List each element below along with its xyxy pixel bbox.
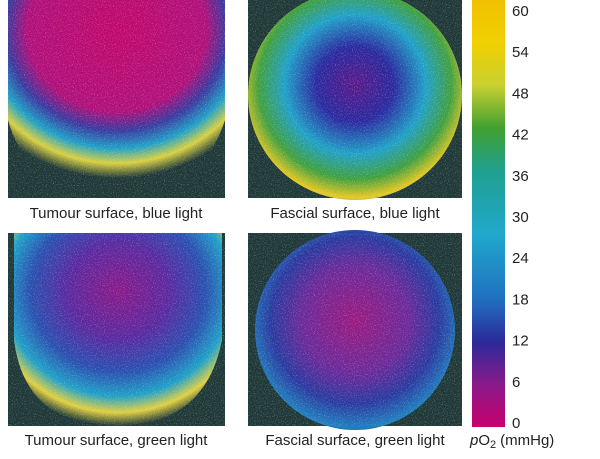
colorbar-tick-label: 12 [512, 333, 529, 350]
colorbar-tick-label: 60 [512, 3, 529, 20]
panel-image [248, 0, 462, 200]
colorbar-tick-label: 36 [512, 168, 529, 185]
colorbar [472, 0, 505, 427]
colorbar-tick-label: 30 [512, 209, 529, 226]
panel-image [8, 0, 225, 198]
colorbar-tick-label: 24 [512, 250, 529, 267]
panel-caption: Tumour surface, blue light [30, 205, 204, 222]
panel-image [8, 233, 225, 426]
colorbar-tick-label: 54 [512, 44, 529, 61]
colorbar-label: pO2(mmHg) [469, 432, 554, 451]
colorbar-tick-label: 42 [512, 127, 529, 144]
panel-caption: Fascial surface, blue light [270, 205, 440, 222]
figure: Tumour surface, blue light Fascial surfa… [0, 0, 600, 454]
colorbar-tick-label: 48 [512, 85, 529, 102]
colorbar-tick-label: 18 [512, 291, 529, 308]
panel-caption: Tumour surface, green light [25, 432, 209, 449]
panel-image [248, 230, 462, 430]
panel-caption: Fascial surface, green light [265, 432, 445, 449]
colorbar-tick-label: 6 [512, 374, 520, 391]
colorbar-tick-label: 0 [512, 415, 520, 432]
page: Tumour surface, blue light Fascial surfa… [0, 0, 600, 454]
